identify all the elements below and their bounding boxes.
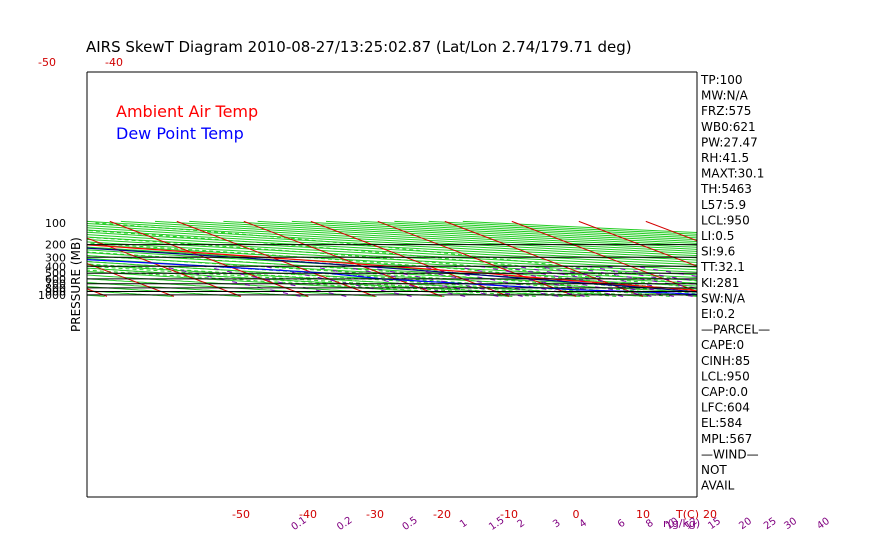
legend-ambient-air-temp: Ambient Air Temp (116, 102, 258, 121)
bottom-temp-tick: 0 (573, 508, 580, 521)
index-item: KI:281 (701, 276, 739, 290)
pressure-tick-label: 300 (45, 251, 66, 264)
dry-adiabat-line (87, 246, 697, 281)
mixing-ratio-tick: 25 (762, 516, 779, 532)
index-item: SI:9.6 (701, 245, 735, 259)
pressure-tick-label: 700 (45, 278, 66, 291)
bottom-temp-tick: -20 (433, 508, 451, 521)
index-item: EL:584 (701, 416, 742, 430)
pressure-tick-label: 200 (45, 239, 66, 252)
pressure-tick-label: 900 (45, 286, 66, 299)
index-item: PW:27.47 (701, 135, 758, 149)
bottom-temperature-ticks: -50 -40 -30 -20 -10 0 10 20 (232, 508, 717, 521)
index-item: FRZ:575 (701, 104, 751, 118)
index-item: EI:0.2 (701, 307, 735, 321)
index-item: AVAIL (701, 479, 735, 493)
pressure-tick-label: 500 (45, 267, 66, 280)
mixing-ratio-tick: 0.2 (335, 515, 354, 533)
mixing-ratio-tick: 3 (551, 518, 563, 531)
y-axis-label: PRESSURE (MB) (69, 237, 83, 332)
mixing-ratio-tick: 40 (815, 516, 832, 532)
pressure-lines (87, 244, 697, 296)
bottom-temp-tick: 20 (703, 508, 717, 521)
pressure-tick-label: 800 (45, 282, 66, 295)
pressure-tick-label: 1000 (38, 289, 66, 302)
mixing-ratio-line (203, 265, 347, 297)
bottom-temp-tick: -10 (500, 508, 518, 521)
bottom-temp-tick: -40 (299, 508, 317, 521)
dry-adiabat-line (87, 231, 697, 266)
moist-adiabat-line (95, 222, 697, 282)
index-item: SW:N/A (701, 291, 746, 305)
index-item: RH:41.5 (701, 151, 749, 165)
mixing-ratio-tick: 2 (516, 518, 528, 531)
bottom-temp-tick: 10 (636, 508, 650, 521)
top-temp-tick: -40 (105, 56, 123, 69)
isotherm-line (578, 220, 697, 267)
index-item: LI:0.5 (701, 229, 734, 243)
index-item: TP:100 (700, 73, 743, 87)
mixing-ratio-line (263, 265, 412, 297)
dry-adiabat-line (87, 241, 697, 276)
index-item: NOT (701, 463, 727, 477)
mixing-ratio-tick: 8 (644, 518, 656, 531)
dry-adiabat-line (87, 238, 697, 273)
mixing-ratio-tick: 0.5 (400, 515, 419, 533)
index-item: WB0:621 (701, 120, 756, 134)
dry-adiabat-line (87, 234, 697, 268)
dry-adiabat-line (87, 225, 697, 259)
index-item: TH:5463 (700, 182, 752, 196)
mixing-ratio-tick: 4 (578, 518, 590, 531)
index-item: LCL:950 (701, 369, 750, 383)
index-item: —PARCEL— (701, 323, 770, 337)
mixing-ratio-tick: 6 (616, 518, 628, 531)
index-item: CAPE:0 (701, 338, 744, 352)
mixing-ratio-tick: 20 (737, 516, 754, 532)
legend-dew-point-temp: Dew Point Temp (116, 124, 244, 143)
index-item: —WIND— (701, 447, 759, 461)
isotherm-line (0, 221, 40, 296)
index-item: MPL:567 (701, 432, 752, 446)
index-item: CINH:85 (701, 354, 750, 368)
bottom-temp-tick: -30 (366, 508, 384, 521)
index-item: CAP:0.0 (701, 385, 748, 399)
profile-ambient-air-temp (87, 244, 697, 292)
isotherm-line (243, 220, 443, 297)
bottom-temp-tick: -50 (232, 508, 250, 521)
plot-area (0, 220, 697, 297)
chart-title: AIRS SkewT Diagram 2010-08-27/13:25:02.8… (86, 38, 632, 56)
index-item: L57:5.9 (701, 198, 746, 212)
isotherm-line (645, 220, 697, 242)
dry-adiabat-line (87, 252, 697, 287)
pressure-tick-label: 100 (45, 217, 66, 230)
mixing-ratio-tick: 30 (782, 516, 799, 532)
top-temperature-ticks: -120-110-100-90-80-70-60-50-40 (38, 56, 123, 69)
index-item: TT:32.1 (700, 260, 745, 274)
legend: Ambient Air Temp Dew Point Temp (116, 102, 258, 143)
dry-adiabat-line (87, 220, 697, 254)
mixing-ratio-line (419, 265, 585, 297)
mixing-ratio-line (454, 265, 624, 297)
dry-adiabat-line (87, 229, 697, 263)
top-temp-tick: -50 (38, 56, 56, 69)
bottom-axis-unit: T(C) (675, 508, 699, 521)
index-item: LFC:604 (701, 401, 750, 415)
mixing-ratio-tick: 1 (458, 518, 470, 531)
mixing-ratio-unit: r(g/kg) (663, 517, 700, 530)
pressure-tick-label: 600 (45, 273, 66, 286)
pressure-tick-label: 400 (45, 260, 66, 273)
dry-adiabat-line (87, 222, 697, 257)
dry-adiabat-line (87, 227, 697, 261)
dry-adiabat-line (87, 243, 697, 279)
index-item: LCL:950 (701, 213, 750, 227)
dry-adiabats (87, 220, 697, 297)
dry-adiabat-line (87, 236, 697, 271)
dry-adiabat-line (87, 255, 697, 290)
plot-frame (86, 71, 698, 498)
index-item: MW:N/A (701, 89, 749, 103)
index-item: MAXT:30.1 (701, 167, 764, 181)
